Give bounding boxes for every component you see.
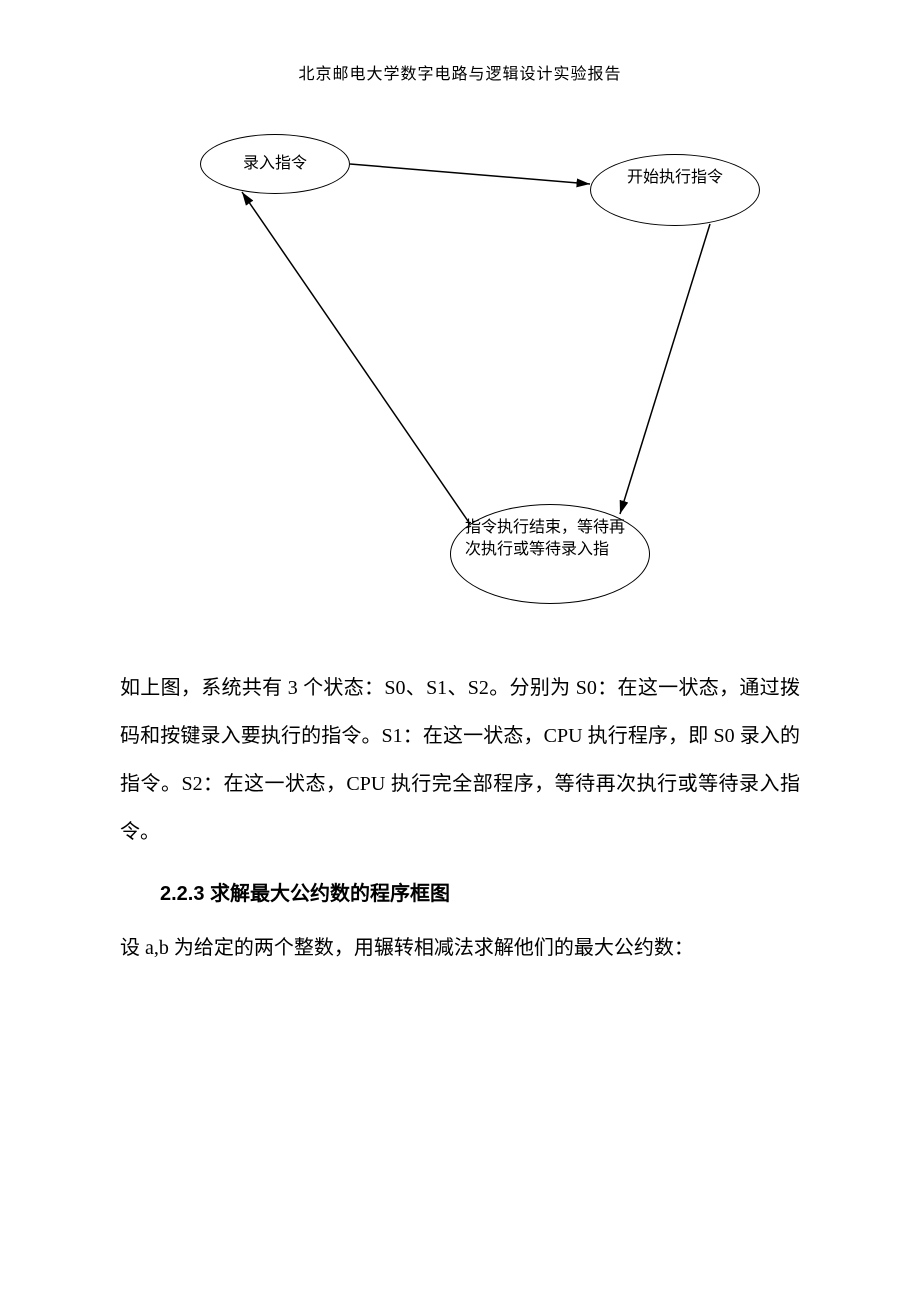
state-node-s0-label: 录入指令	[243, 153, 307, 175]
state-node-s0: 录入指令	[200, 134, 350, 194]
state-node-s2: 指令执行结束，等待再次执行或等待录入指	[450, 504, 650, 604]
state-node-s2-label: 指令执行结束，等待再次执行或等待录入指	[465, 517, 635, 562]
edge-b-c	[620, 224, 710, 514]
paragraph-gcd-intro: 设 a,b 为给定的两个整数，用辗转相减法求解他们的最大公约数：	[120, 924, 800, 972]
edge-c-a	[242, 192, 470, 524]
state-diagram: 录入指令 开始执行指令 指令执行结束，等待再次执行或等待录入指	[120, 104, 800, 624]
page-header: 北京邮电大学数字电路与逻辑设计实验报告	[120, 60, 800, 84]
state-node-s1: 开始执行指令	[590, 154, 760, 226]
page: 北京邮电大学数字电路与逻辑设计实验报告 录入指令 开始执行指令 指令执行结束，等…	[0, 0, 920, 1302]
paragraph-states: 如上图，系统共有 3 个状态：S0、S1、S2。分别为 S0：在这一状态，通过拨…	[120, 664, 800, 856]
section-heading-2-2-3: 2.2.3 求解最大公约数的程序框图	[160, 874, 800, 914]
state-node-s1-label: 开始执行指令	[627, 167, 723, 189]
edge-a-b	[350, 164, 590, 184]
